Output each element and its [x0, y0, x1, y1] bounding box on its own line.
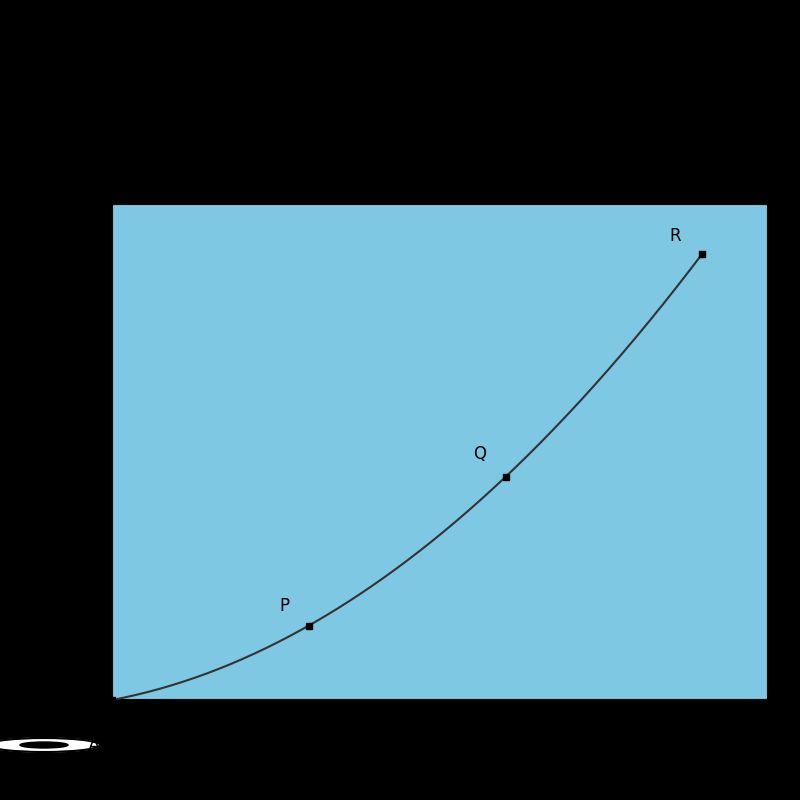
- Circle shape: [20, 742, 68, 748]
- Text: P: P: [279, 597, 290, 614]
- X-axis label: Time (s): Time (s): [406, 730, 474, 747]
- Text: What is the average velocity of the particle from rest to 9 seconds?: What is the average velocity of the part…: [95, 173, 705, 191]
- Text: A.    1 meter/second: A. 1 meter/second: [88, 736, 270, 754]
- Text: Q: Q: [473, 446, 486, 463]
- Text: O: O: [96, 676, 109, 694]
- Y-axis label: Displacement (m): Displacement (m): [61, 378, 79, 526]
- Circle shape: [0, 738, 100, 752]
- Text: R: R: [670, 227, 682, 245]
